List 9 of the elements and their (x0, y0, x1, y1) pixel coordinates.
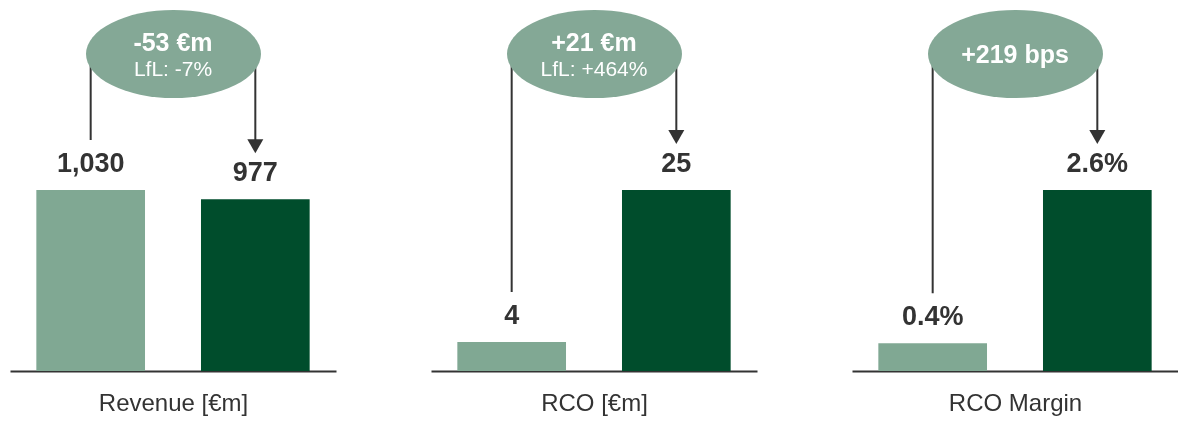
data-label: 1,030 (56, 148, 125, 178)
x-axis-title: Revenue [€m] (98, 388, 249, 416)
data-label: 0.4% (901, 301, 964, 332)
data-label: 2.6% (1066, 148, 1129, 178)
x-axis-title: RCO Margin (948, 388, 1083, 416)
data-label: 4 (504, 300, 520, 331)
x-axis-title: RCO [€m] (541, 388, 648, 416)
data-label: 25 (661, 148, 692, 178)
data-label: 977 (232, 157, 278, 188)
